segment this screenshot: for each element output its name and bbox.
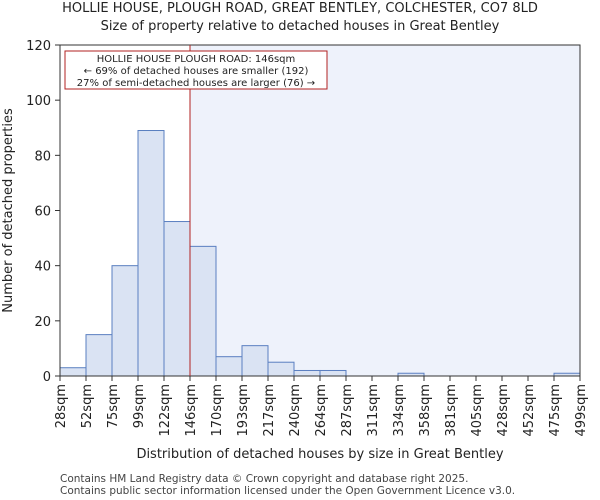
histogram-chart: 0 20 40 60 80 100 120 28sqm 52sqm 75sqm 99sqm 122sq… <box>1 39 589 462</box>
annotation-box <box>64 50 328 90</box>
x-tick-label-358sqm: 358sqm <box>418 384 433 437</box>
bar-75sqm <box>111 265 139 377</box>
annotation-line-3: 27% of semi-detached houses are larger (… <box>77 78 315 89</box>
y-tick-label-120: 120 <box>26 39 51 54</box>
x-tick-label-287sqm: 287sqm <box>340 384 355 437</box>
y-tick-label-100: 100 <box>26 94 51 109</box>
bar-264sqm <box>319 369 347 377</box>
x-tick-label-264sqm: 264sqm <box>314 384 329 437</box>
bar-193sqm <box>241 345 269 377</box>
x-tick-label-122sqm: 122sqm <box>158 384 173 437</box>
chart-subtitle: Size of property relative to detached ho… <box>100 19 500 34</box>
annotation-line-2: ← 69% of detached houses are smaller (19… <box>84 66 309 77</box>
y-tick-label-60: 60 <box>34 205 51 220</box>
x-tick-label-475sqm: 475sqm <box>548 384 563 437</box>
x-tick-label-217sqm: 217sqm <box>262 384 277 437</box>
x-tick-label-99sqm: 99sqm <box>132 384 147 428</box>
y-axis-title: Number of detached properties <box>1 108 16 313</box>
annotation-line-1: HOLLIE HOUSE PLOUGH ROAD: 146sqm <box>97 54 296 65</box>
footer-licence: Contains public sector information licen… <box>60 485 516 497</box>
y-tick-label-40: 40 <box>34 260 51 275</box>
bar-28sqm <box>59 367 87 377</box>
x-tick-label-193sqm: 193sqm <box>236 384 251 437</box>
x-tick-label-405sqm: 405sqm <box>470 384 485 437</box>
x-tick-label-381sqm: 381sqm <box>444 384 459 437</box>
x-tick-label-28sqm: 28sqm <box>54 384 69 428</box>
bar-122sqm <box>163 221 191 377</box>
x-tick-label-452sqm: 452sqm <box>522 384 537 437</box>
x-tick-label-499sqm: 499sqm <box>574 384 589 437</box>
bar-170sqm <box>215 356 243 377</box>
x-tick-label-240sqm: 240sqm <box>288 384 303 437</box>
x-tick-label-334sqm: 334sqm <box>392 384 407 437</box>
footer-copyright: Contains HM Land Registry data © Crown c… <box>60 473 469 485</box>
x-tick-label-428sqm: 428sqm <box>496 384 511 437</box>
bar-217sqm <box>267 361 295 377</box>
y-tick-label-80: 80 <box>34 149 51 164</box>
x-tick-label-311sqm: 311sqm <box>366 384 381 437</box>
bar-99sqm <box>137 130 165 377</box>
chart-title: HOLLIE HOUSE, PLOUGH ROAD, GREAT BENTLEY… <box>62 1 538 16</box>
highlight-region <box>190 45 580 376</box>
x-tick-label-170sqm: 170sqm <box>210 384 225 437</box>
y-tick-label-20: 20 <box>34 315 51 330</box>
x-tick-label-75sqm: 75sqm <box>106 384 121 428</box>
x-tick-label-146sqm: 146sqm <box>184 384 199 437</box>
bar-52sqm <box>85 334 113 377</box>
y-tick-label-0: 0 <box>43 370 51 385</box>
bar-240sqm <box>293 369 321 377</box>
x-tick-label-52sqm: 52sqm <box>80 384 95 428</box>
bar-146sqm <box>189 245 217 377</box>
x-axis-title: Distribution of detached houses by size … <box>136 447 503 462</box>
